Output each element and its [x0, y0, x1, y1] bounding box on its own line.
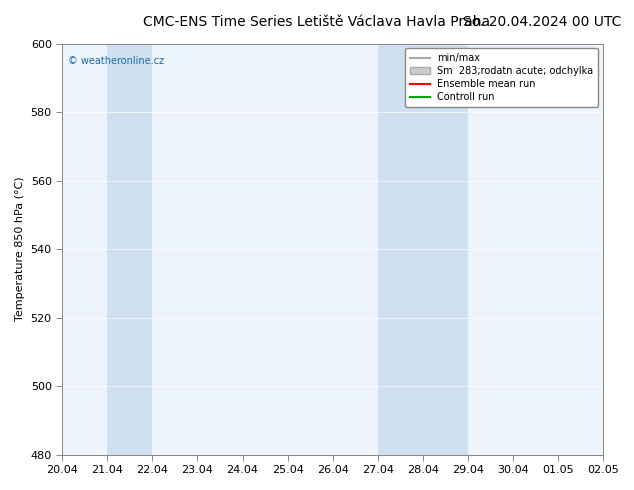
Bar [378, 44, 468, 455]
Text: © weatheronline.cz: © weatheronline.cz [68, 56, 164, 66]
Text: CMC-ENS Time Series Letiště Václava Havla Praha: CMC-ENS Time Series Letiště Václava Havl… [143, 15, 491, 29]
Y-axis label: Temperature 850 hPa (°C): Temperature 850 hPa (°C) [15, 177, 25, 321]
Text: So. 20.04.2024 00 UTC: So. 20.04.2024 00 UTC [463, 15, 621, 29]
Legend: min/max, Sm  283;rodatn acute; odchylka, Ensemble mean run, Controll run: min/max, Sm 283;rodatn acute; odchylka, … [405, 49, 598, 107]
Bar [107, 44, 152, 455]
